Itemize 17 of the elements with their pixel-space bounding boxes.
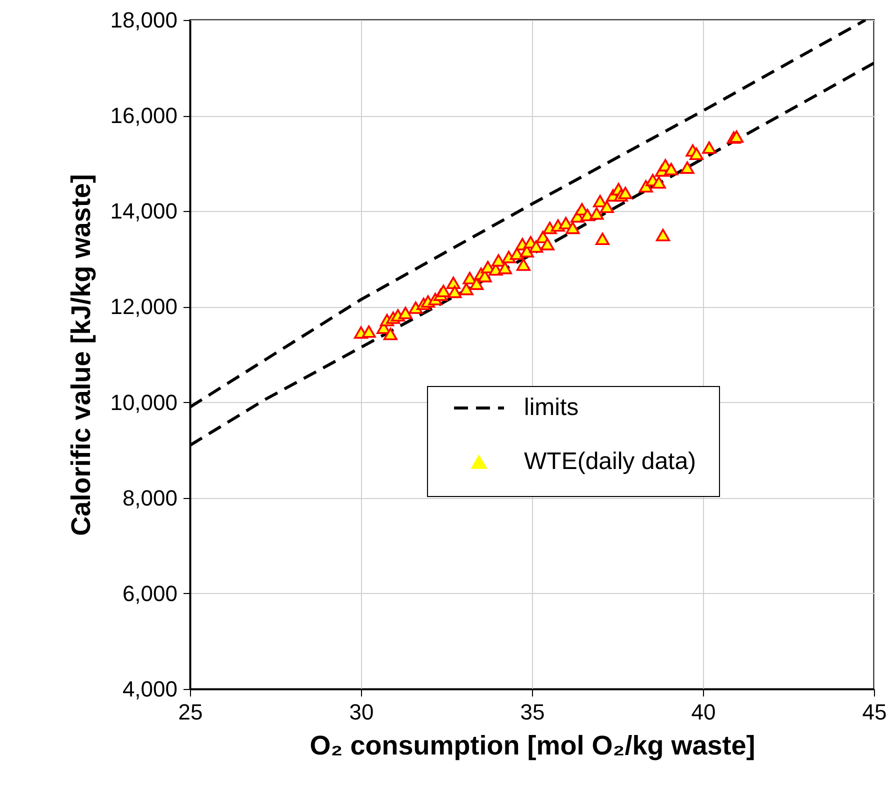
y-tick-label: 12,000 [110,294,178,320]
y-tick-label: 6,000 [122,580,178,606]
y-tick-label: 10,000 [110,390,178,415]
x-tick-label: 35 [520,700,545,724]
legend-label: limits [524,394,579,421]
x-tick-label: 25 [178,700,203,724]
y-tick-label: 8,000 [122,485,178,510]
x-tick-label: 30 [349,700,374,724]
x-axis-title: O₂ consumption [mol O₂/kg waste] [310,730,756,760]
y-tick-label: 16,000 [110,103,178,128]
legend-label: WTE(daily data) [524,448,696,475]
x-tick-label: 40 [691,700,716,724]
y-tick-label: 4,000 [122,676,178,702]
x-tick-label: 45 [862,700,887,724]
y-tick-label: 18,000 [110,8,178,32]
y-tick-label: 14,000 [110,198,178,224]
y-axis-title: Calorific value [kJ/kg waste] [66,174,96,536]
